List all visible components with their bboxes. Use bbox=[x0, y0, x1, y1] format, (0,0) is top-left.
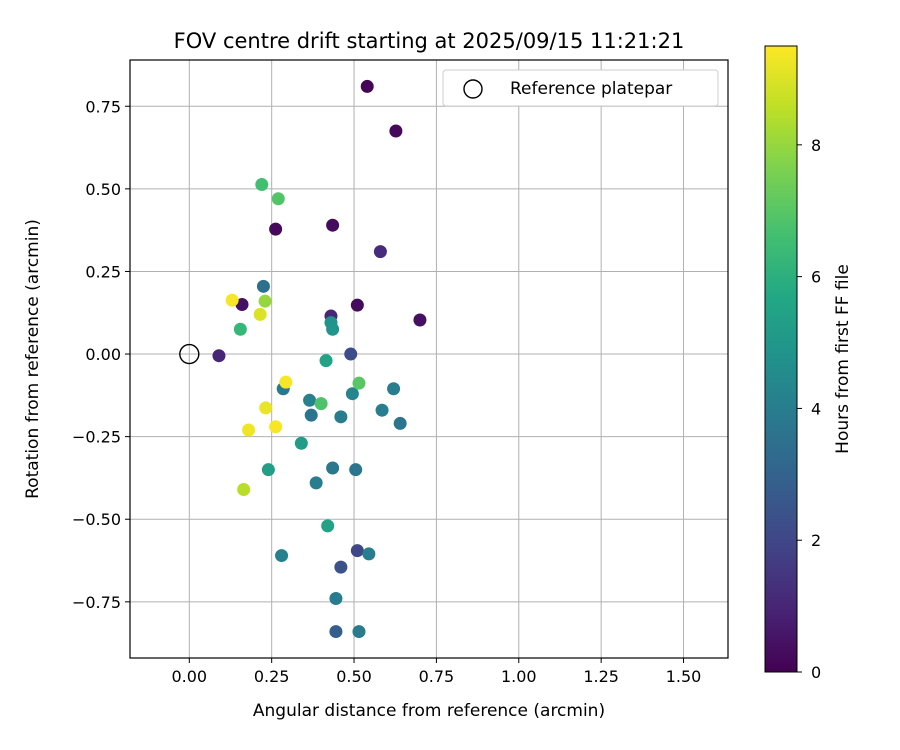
x-tick-label: 1.25 bbox=[583, 667, 619, 686]
colorbar-gradient bbox=[764, 45, 798, 673]
data-point bbox=[225, 293, 239, 307]
data-point bbox=[255, 178, 269, 192]
legend-label: Reference platepar bbox=[510, 79, 672, 99]
data-point bbox=[275, 549, 289, 563]
x-tick-label: 0.75 bbox=[419, 667, 455, 686]
x-tick-label: 0.50 bbox=[336, 667, 372, 686]
data-point bbox=[334, 560, 348, 574]
y-tick-label: 0.50 bbox=[85, 180, 121, 199]
data-point bbox=[321, 519, 335, 533]
x-tick-label: 0.25 bbox=[254, 667, 290, 686]
data-point bbox=[389, 124, 403, 138]
chart-title: FOV centre drift starting at 2025/09/15 … bbox=[174, 29, 685, 53]
data-point bbox=[279, 375, 293, 389]
data-point bbox=[242, 423, 256, 437]
x-axis-label: Angular distance from reference (arcmin) bbox=[253, 701, 605, 721]
legend-reference-marker bbox=[463, 79, 483, 99]
data-point bbox=[350, 298, 364, 312]
data-point bbox=[352, 376, 366, 390]
x-ticks: 0.00 0.25 0.50 0.75 1.00 1.25 1.50 bbox=[171, 658, 701, 686]
data-point bbox=[259, 401, 273, 415]
data-point bbox=[326, 218, 340, 232]
data-point bbox=[253, 307, 267, 321]
data-point bbox=[326, 322, 340, 336]
colorbar-tick-label: 8 bbox=[811, 136, 821, 155]
y-ticks: −0.75 −0.50 −0.25 0.00 0.25 0.50 0.75 bbox=[72, 97, 130, 612]
data-point bbox=[233, 322, 247, 336]
data-point bbox=[237, 483, 251, 497]
data-point bbox=[413, 313, 427, 327]
colorbar-tick-label: 4 bbox=[811, 399, 821, 418]
data-point bbox=[345, 387, 359, 401]
plot-frame bbox=[129, 59, 729, 659]
y-tick-label: 0.75 bbox=[85, 97, 121, 116]
y-tick-label: 0.00 bbox=[85, 345, 121, 364]
colorbar: 0 2 4 6 8 Hours from first FF file bbox=[764, 45, 853, 682]
colorbar-tick-label: 0 bbox=[811, 663, 821, 682]
data-point bbox=[294, 436, 308, 450]
data-point bbox=[352, 625, 366, 639]
data-point bbox=[314, 397, 328, 411]
colorbar-ticks: 0 2 4 6 8 bbox=[797, 136, 821, 682]
y-tick-label: 0.25 bbox=[85, 262, 121, 281]
data-point bbox=[334, 410, 348, 424]
legend-box bbox=[442, 69, 719, 107]
data-point bbox=[344, 347, 358, 361]
data-point bbox=[304, 408, 318, 422]
data-points bbox=[212, 79, 427, 639]
data-point bbox=[326, 461, 340, 475]
data-point bbox=[269, 222, 283, 236]
data-point bbox=[212, 349, 226, 363]
x-tick-label: 0.00 bbox=[171, 667, 207, 686]
data-point bbox=[329, 625, 343, 639]
y-tick-label: −0.25 bbox=[72, 428, 121, 447]
legend: Reference platepar bbox=[442, 69, 719, 107]
data-point bbox=[387, 382, 401, 396]
data-point bbox=[349, 463, 363, 477]
data-point bbox=[393, 416, 407, 430]
reference-marker-layer bbox=[179, 343, 200, 365]
data-point bbox=[271, 192, 285, 206]
data-point bbox=[329, 592, 343, 606]
data-point bbox=[258, 294, 272, 308]
y-axis-label: Rotation from reference (arcmin) bbox=[23, 219, 43, 499]
data-point bbox=[309, 476, 323, 490]
data-point bbox=[375, 403, 389, 417]
y-tick-label: −0.75 bbox=[72, 593, 121, 612]
reference-platepar-marker bbox=[179, 343, 200, 365]
data-point bbox=[261, 463, 275, 477]
data-point bbox=[362, 547, 376, 561]
x-tick-label: 1.50 bbox=[666, 667, 702, 686]
colorbar-tick-label: 2 bbox=[811, 531, 821, 550]
y-tick-label: −0.50 bbox=[72, 510, 121, 529]
colorbar-tick-label: 6 bbox=[811, 268, 821, 287]
data-point bbox=[269, 420, 283, 434]
data-point bbox=[319, 354, 333, 368]
data-point bbox=[303, 393, 317, 407]
x-tick-label: 1.00 bbox=[501, 667, 537, 686]
data-point bbox=[373, 245, 387, 259]
data-point bbox=[256, 279, 270, 293]
data-point bbox=[350, 544, 364, 558]
data-point bbox=[360, 79, 374, 93]
colorbar-label: Hours from first FF file bbox=[833, 264, 853, 454]
data-point bbox=[235, 297, 249, 311]
